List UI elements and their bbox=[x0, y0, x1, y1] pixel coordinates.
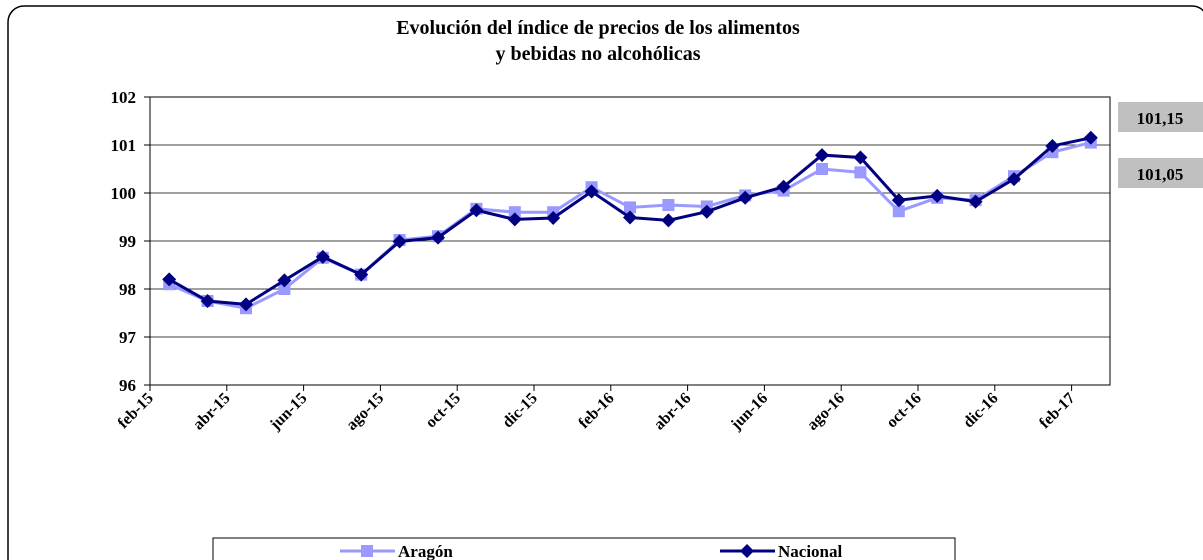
y-tick-label: 100 bbox=[111, 184, 137, 203]
chart-border bbox=[7, 5, 1203, 560]
marker bbox=[661, 213, 676, 228]
legend-marker bbox=[361, 545, 373, 557]
marker bbox=[1045, 138, 1060, 153]
y-tick-label: 101 bbox=[111, 136, 137, 155]
plot-area bbox=[149, 96, 1111, 386]
y-tick-label: 98 bbox=[119, 280, 136, 299]
marker bbox=[469, 203, 484, 218]
marker bbox=[162, 272, 177, 287]
y-tick-label: 99 bbox=[119, 232, 136, 251]
marker bbox=[277, 273, 292, 288]
value-label-bg bbox=[1118, 158, 1203, 188]
marker bbox=[354, 267, 369, 282]
marker bbox=[699, 204, 714, 219]
value-label: 101,05 bbox=[1137, 165, 1184, 184]
marker bbox=[815, 148, 829, 163]
y-tick-label: 97 bbox=[119, 328, 137, 347]
marker bbox=[968, 194, 983, 209]
marker bbox=[891, 193, 906, 208]
marker bbox=[623, 210, 637, 225]
value-label: 101,15 bbox=[1137, 109, 1184, 128]
chart-subtitle: y bebidas no alcohólicas bbox=[495, 43, 700, 65]
marker bbox=[816, 163, 828, 175]
chart-title: Evolución del índice de precios de los a… bbox=[396, 17, 800, 39]
marker bbox=[892, 205, 905, 218]
value-label-bg bbox=[1118, 102, 1203, 132]
legend-label: Nacional bbox=[778, 542, 843, 560]
legend-marker bbox=[740, 544, 754, 558]
marker bbox=[776, 179, 791, 194]
marker bbox=[854, 166, 867, 179]
marker bbox=[392, 234, 407, 249]
marker bbox=[738, 190, 753, 205]
marker bbox=[507, 212, 522, 227]
marker bbox=[1083, 130, 1098, 145]
marker bbox=[431, 230, 445, 245]
marker bbox=[662, 199, 675, 211]
marker bbox=[239, 297, 253, 312]
legend-label: Aragón bbox=[398, 542, 453, 560]
marker bbox=[315, 249, 330, 264]
legend-box bbox=[212, 537, 956, 560]
marker bbox=[1007, 172, 1021, 187]
marker bbox=[853, 150, 868, 165]
marker bbox=[508, 206, 521, 219]
marker bbox=[624, 201, 636, 214]
marker bbox=[930, 188, 945, 203]
marker bbox=[200, 294, 215, 308]
marker bbox=[546, 210, 561, 225]
marker bbox=[584, 184, 599, 199]
y-tick-label: 102 bbox=[111, 88, 137, 107]
marker bbox=[278, 283, 291, 295]
y-tick-label: 96 bbox=[119, 376, 136, 395]
